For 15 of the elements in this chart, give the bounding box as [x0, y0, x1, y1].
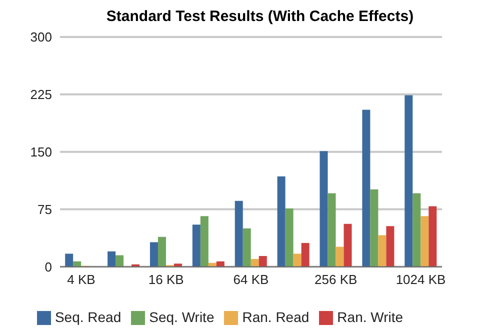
legend-label: Seq. Read: [54, 308, 122, 325]
x-tick-label: 16 KB: [148, 272, 184, 287]
y-tick-label: 0: [44, 259, 52, 274]
legend-label: Seq. Write: [149, 308, 214, 325]
y-tick-label: 150: [30, 144, 52, 160]
legend-label: Ran. Read: [242, 308, 310, 325]
x-tick-label: 4 KB: [67, 272, 96, 287]
legend-label: Ran. Write: [337, 308, 404, 325]
x-tick-label: 256 KB: [314, 272, 358, 287]
y-tick-label: 75: [38, 202, 52, 217]
x-tick-label: 64 KB: [233, 272, 269, 287]
y-tick-label: 300: [30, 30, 52, 45]
x-tick-label: 1024 KB: [396, 272, 446, 287]
y-tick-label: 225: [30, 87, 52, 102]
chart-title: Standard Test Results (With Cache Effects): [105, 8, 415, 25]
